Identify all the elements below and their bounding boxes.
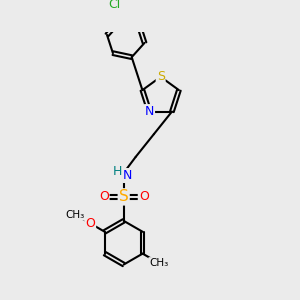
Text: N: N [123,169,132,182]
Text: CH₃: CH₃ [66,210,85,220]
Text: O: O [139,190,148,203]
Text: CH₃: CH₃ [149,258,168,268]
Text: H: H [112,165,122,178]
Text: O: O [99,190,109,203]
Text: S: S [157,70,165,83]
Text: O: O [85,217,95,230]
Text: Cl: Cl [108,0,121,11]
Text: S: S [119,189,129,204]
Text: N: N [145,105,154,118]
